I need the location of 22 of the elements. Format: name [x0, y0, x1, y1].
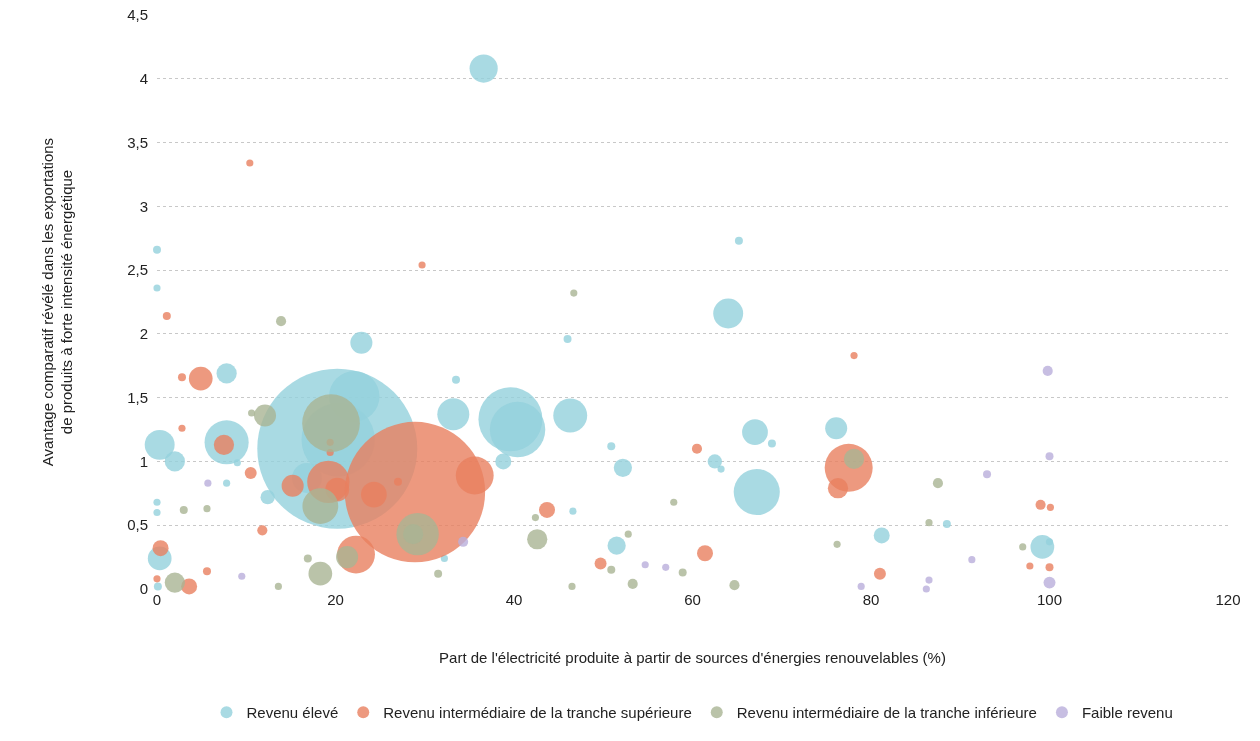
- legend-label: Revenu élevé: [246, 704, 339, 722]
- y-tick-label: 2,5: [127, 261, 148, 279]
- y-tick-label: 3,5: [127, 133, 148, 151]
- x-tick-label: 20: [327, 591, 344, 608]
- y-tick-label: 0,5: [127, 516, 148, 534]
- x-axis-title: Part de l'électricité produite à partir de sources d'énergies renouvelables (%): [439, 649, 946, 666]
- y-tick-label: 4: [139, 70, 148, 88]
- y-tick-label: 2: [139, 325, 148, 343]
- y-tick-label: 1,5: [127, 388, 148, 406]
- y-tick-label: 1: [139, 452, 148, 470]
- y-tick-label: 4,5: [127, 6, 148, 24]
- y-axis-title: Avantage comparatif révélé dans les exportations de produits à forte intensité énergétique: [38, 137, 76, 467]
- legend-label: Revenu intermédiaire de la tranche inférieure: [736, 704, 1037, 722]
- x-tick-label: 0: [152, 591, 162, 608]
- legend-label: Revenu intermédiaire de la tranche supérieure: [383, 704, 692, 722]
- x-tick-label: 120: [1215, 591, 1241, 608]
- x-tick-label: 40: [505, 591, 523, 608]
- y-tick-label: 3: [139, 197, 148, 215]
- x-tick-label: 60: [684, 591, 701, 608]
- legend-label: Faible revenu: [1081, 704, 1173, 722]
- x-tick-label: 100: [1036, 591, 1063, 608]
- x-tick-label: 80: [862, 591, 880, 608]
